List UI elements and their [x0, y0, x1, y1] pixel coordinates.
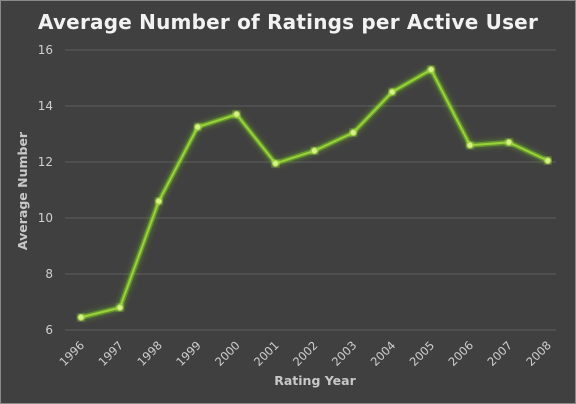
data-point	[155, 197, 163, 205]
series-line	[80, 67, 549, 320]
x-tick-label: 2001	[251, 338, 282, 369]
x-tick-label: 1997	[95, 338, 126, 369]
x-tick-label: 2004	[368, 338, 399, 369]
y-tick-label: 12	[38, 155, 53, 169]
series-points	[77, 66, 552, 321]
data-point	[116, 304, 124, 312]
y-tick-label: 6	[45, 323, 53, 337]
series-line-path	[80, 68, 549, 319]
y-tick-label: 10	[38, 211, 53, 225]
y-tick-label: 8	[45, 267, 53, 281]
gridlines	[65, 49, 556, 331]
data-point	[77, 313, 85, 321]
x-tick-label: 1998	[134, 338, 165, 369]
data-point	[194, 123, 202, 131]
series-glow	[80, 67, 549, 320]
x-tick-label: 2002	[290, 338, 321, 369]
x-tick-label: 1999	[173, 338, 204, 369]
data-point	[272, 159, 279, 167]
x-tick-label: 2000	[212, 338, 243, 369]
x-tick-label: 2006	[446, 338, 477, 369]
data-point	[427, 66, 435, 74]
y-tick-label: 14	[38, 99, 53, 113]
x-tick-label: 2008	[523, 338, 554, 369]
data-point	[466, 141, 474, 149]
data-point	[310, 147, 318, 155]
x-tick-label: 2005	[407, 338, 438, 369]
x-tick-label: 1996	[57, 338, 88, 369]
y-tick-label: 16	[38, 43, 53, 57]
x-tick-label: 2007	[484, 338, 515, 369]
data-point	[233, 110, 241, 118]
data-point	[388, 88, 396, 96]
x-tick-label: 2003	[329, 338, 360, 369]
data-point	[349, 129, 357, 137]
y-axis-label: Average Number	[15, 131, 30, 250]
y-tick-labels: 6 8 10 12 14 16	[38, 43, 53, 337]
data-point	[544, 157, 552, 165]
x-tick-labels: 1996 1997 1998 1999 2000 2001 2002 2003 2004 2005…	[57, 338, 554, 369]
chart-title: Average Number of Ratings per Active Use…	[37, 10, 539, 34]
x-axis-label: Rating Year	[274, 373, 356, 388]
data-point	[505, 138, 513, 146]
